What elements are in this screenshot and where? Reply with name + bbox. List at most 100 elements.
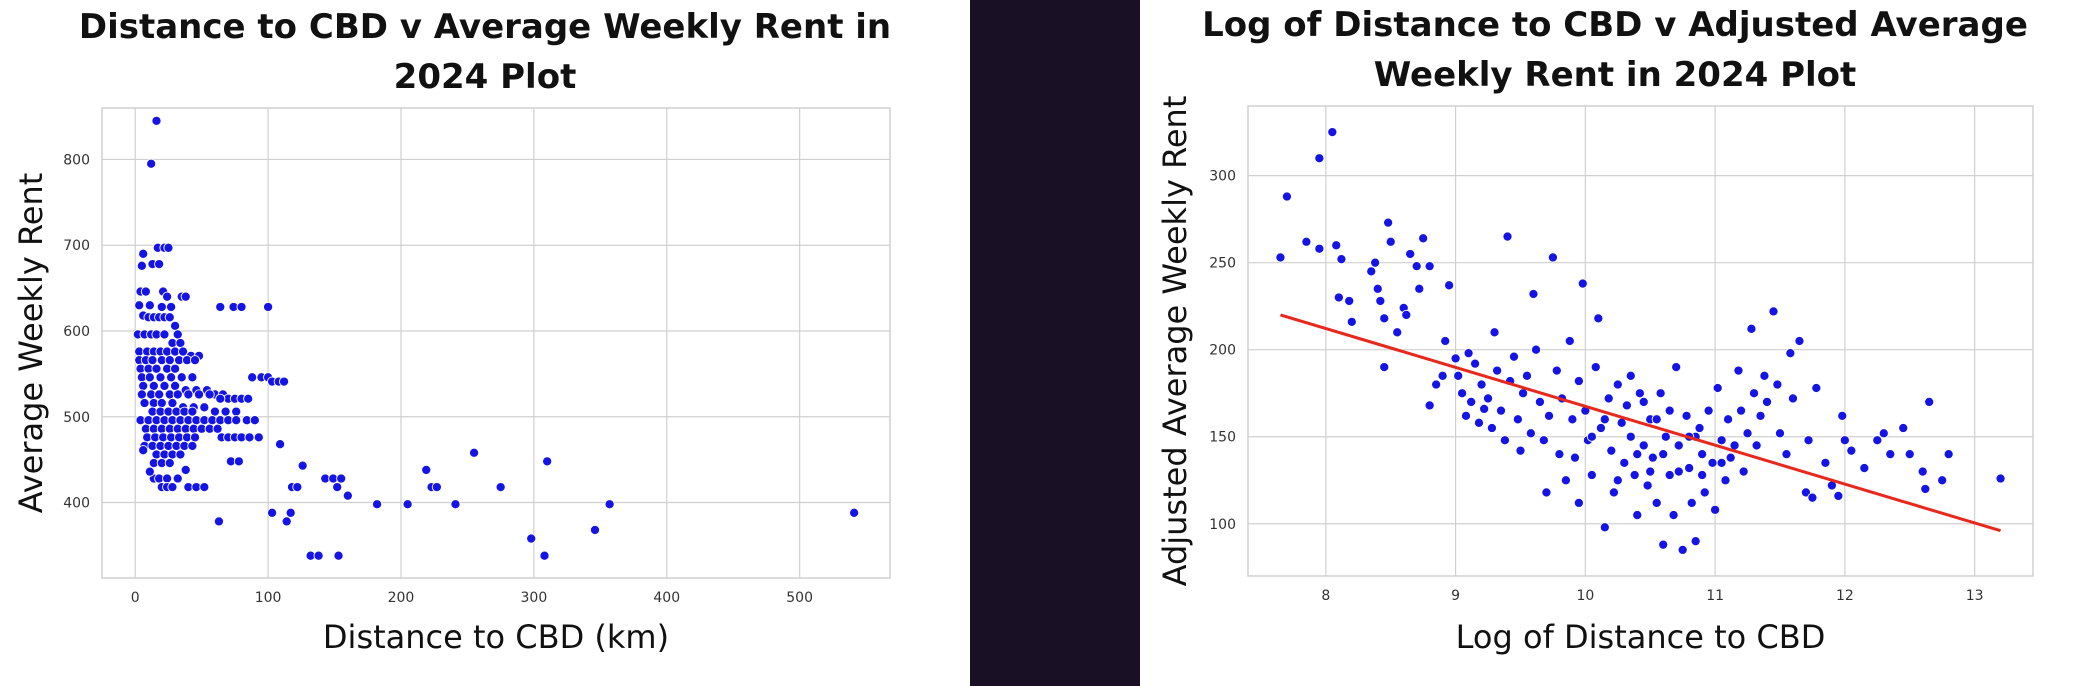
data-point xyxy=(1573,375,1584,387)
data-point xyxy=(1681,410,1692,421)
data-point xyxy=(1573,497,1584,508)
data-point xyxy=(1385,236,1396,247)
data-point xyxy=(1538,435,1549,446)
data-point xyxy=(209,406,221,417)
data-point xyxy=(167,482,178,493)
data-point xyxy=(1660,431,1671,442)
data-point xyxy=(1761,396,1773,407)
x-tick-label: 12 xyxy=(1836,588,1854,604)
x-tick-label: 200 xyxy=(388,590,415,606)
data-point xyxy=(154,259,165,270)
data-point xyxy=(180,464,191,475)
data-point xyxy=(1807,492,1818,503)
data-point xyxy=(175,337,186,349)
data-point xyxy=(1748,388,1760,399)
data-point xyxy=(1774,428,1786,439)
data-point xyxy=(1375,295,1386,307)
data-point xyxy=(1336,254,1347,265)
data-point xyxy=(187,406,198,417)
data-point xyxy=(1275,252,1286,263)
data-point xyxy=(1697,469,1708,481)
y-tick-label: 300 xyxy=(1209,169,1236,185)
data-point xyxy=(1424,400,1435,411)
data-point xyxy=(1668,510,1679,521)
data-point xyxy=(1530,344,1542,355)
data-point xyxy=(1833,490,1844,501)
data-point xyxy=(1781,449,1792,460)
data-point xyxy=(1673,440,1684,451)
x-tick-label: 10 xyxy=(1576,588,1594,604)
data-point xyxy=(1904,449,1915,460)
data-point xyxy=(1603,393,1614,404)
data-point xyxy=(1521,370,1533,381)
data-point xyxy=(176,372,187,383)
y-tick-label: 700 xyxy=(63,238,90,254)
data-point xyxy=(1453,370,1464,381)
data-point xyxy=(1632,510,1643,521)
data-point xyxy=(1512,414,1523,425)
left-chart-panel: Distance to CBD v Average Weekly Rent in… xyxy=(0,0,970,686)
data-point xyxy=(1632,449,1643,460)
data-point xyxy=(1301,236,1312,247)
data-point xyxy=(156,397,167,409)
data-point xyxy=(1476,379,1487,390)
data-point xyxy=(166,301,177,313)
data-point xyxy=(1673,466,1684,477)
data-point xyxy=(1621,400,1632,411)
data-point xyxy=(1658,539,1669,550)
data-point xyxy=(134,300,145,311)
data-point xyxy=(332,482,343,493)
chart-title-line-1: Distance to CBD v Average Weekly Rent in xyxy=(78,7,892,47)
data-point xyxy=(1800,487,1811,498)
data-point xyxy=(138,445,149,456)
x-tick-label: 300 xyxy=(521,590,548,606)
data-point xyxy=(1878,428,1889,439)
y-tick-label: 250 xyxy=(1209,256,1236,272)
data-point xyxy=(136,389,147,400)
data-point xyxy=(189,432,201,443)
data-point xyxy=(1590,362,1601,373)
data-point xyxy=(1333,292,1344,303)
data-point xyxy=(1463,348,1474,359)
data-point xyxy=(187,372,198,383)
data-point xyxy=(263,301,274,313)
data-point xyxy=(1794,335,1805,347)
data-point xyxy=(1712,382,1723,394)
data-point xyxy=(1473,417,1485,428)
data-point xyxy=(183,389,194,400)
data-point xyxy=(539,550,550,561)
data-point xyxy=(431,482,442,493)
data-point xyxy=(1401,309,1412,320)
data-point xyxy=(1629,469,1640,481)
data-point xyxy=(164,312,175,323)
x-axis-label: Distance to CBD (km) xyxy=(323,618,669,656)
data-point xyxy=(1671,362,1682,373)
data-point xyxy=(1612,379,1623,390)
data-point xyxy=(172,389,183,400)
data-point xyxy=(1677,544,1688,555)
data-point xyxy=(1379,362,1390,373)
data-point xyxy=(1479,403,1490,414)
data-point xyxy=(164,458,175,469)
data-point xyxy=(1450,353,1461,364)
data-point xyxy=(1346,316,1357,327)
data-point xyxy=(1943,449,1954,460)
data-point xyxy=(1625,431,1636,442)
data-point xyxy=(1917,466,1928,477)
chart-title-line-1: Log of Distance to CBD v Adjusted Averag… xyxy=(1202,5,2028,45)
data-point xyxy=(1508,351,1520,362)
data-point xyxy=(155,372,166,383)
data-point xyxy=(1437,370,1448,381)
x-axis-label: Log of Distance to CBD xyxy=(1456,618,1826,656)
data-point xyxy=(1515,445,1526,456)
data-point xyxy=(1370,257,1381,268)
x-tick-label: 11 xyxy=(1706,588,1724,604)
data-point xyxy=(1489,327,1500,338)
data-point xyxy=(469,447,480,458)
data-point xyxy=(172,473,183,484)
data-point xyxy=(1593,313,1604,324)
data-point xyxy=(151,115,162,126)
x-tick-label: 100 xyxy=(255,590,282,606)
x-tick-label: 13 xyxy=(1966,588,1984,604)
data-point xyxy=(1608,487,1619,498)
